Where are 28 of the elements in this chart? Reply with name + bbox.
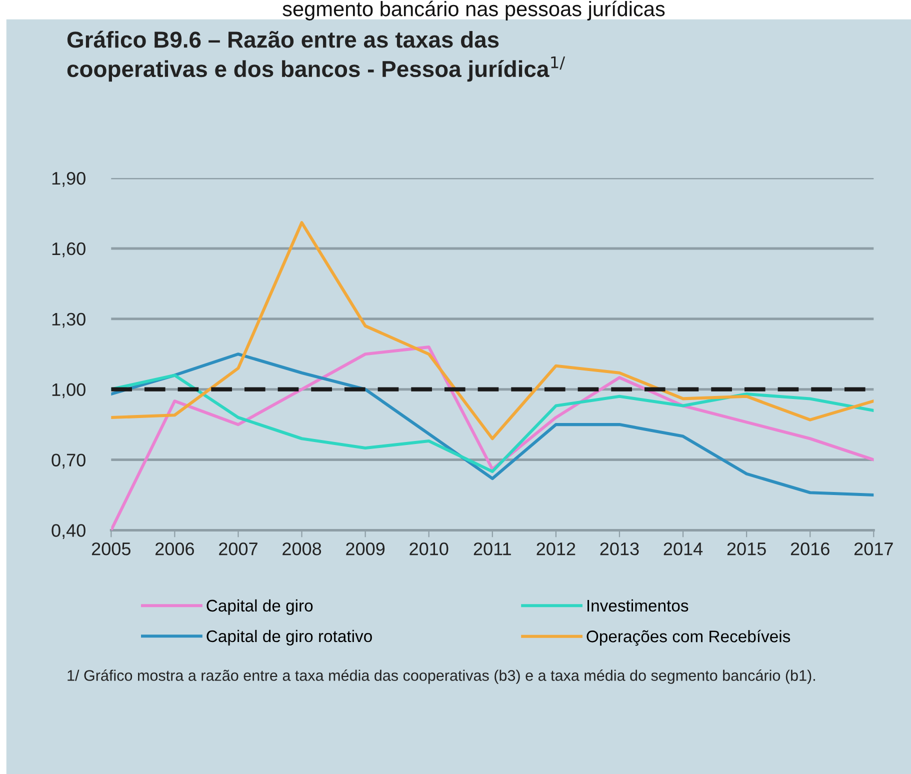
text: 1/ Gráfico mostra a razão entre a taxa média das cooperativas (b3) e a taxa média do segmento bancário (b1). [68, 670, 815, 684]
legend-label: Operações com Recebíveis [586, 630, 790, 646]
text: segmento bancário nas pessoas jurídicas [282, 0, 665, 20]
legend-label: Capital de giro [206, 599, 313, 615]
x-tick-label: 2016 [790, 542, 830, 556]
line-series [111, 221, 874, 440]
x-tick-label: 2007 [219, 542, 258, 556]
x-tick-label: 2006 [156, 542, 194, 556]
x-tick-label: 2013 [600, 542, 639, 556]
y-tick-label: 1,00 [52, 383, 86, 398]
x-tick-label: 2005 [92, 542, 130, 556]
legend-label: Capital de giro rotativo [206, 630, 372, 646]
x-tick-label: 2009 [346, 542, 385, 556]
x-tick-label: 2014 [664, 542, 703, 556]
chart-title: Gráfico B9.6 – Razão entre as taxas das cooperativas e dos bancos - Pessoa jurídica$^{1/}$ [67, 30, 566, 82]
y-tick-label: 0,70 [52, 454, 86, 469]
y-tick-label: 1,30 [52, 312, 86, 328]
x-tick-label: 2015 [727, 542, 766, 556]
x-tick-label: 2008 [282, 542, 322, 556]
x-tick-label: 2017 [854, 542, 893, 556]
x-tick-label: 2010 [410, 542, 448, 556]
y-tick-label: 0,40 [52, 524, 86, 540]
y-tick-label: 1,90 [52, 172, 86, 187]
x-tick-label: 2012 [536, 542, 576, 556]
y-tick-label: 1,60 [52, 242, 86, 258]
legend-label: Investimentos [587, 599, 688, 612]
x-tick-label: 2011 [474, 542, 511, 556]
line-series [111, 352, 874, 497]
